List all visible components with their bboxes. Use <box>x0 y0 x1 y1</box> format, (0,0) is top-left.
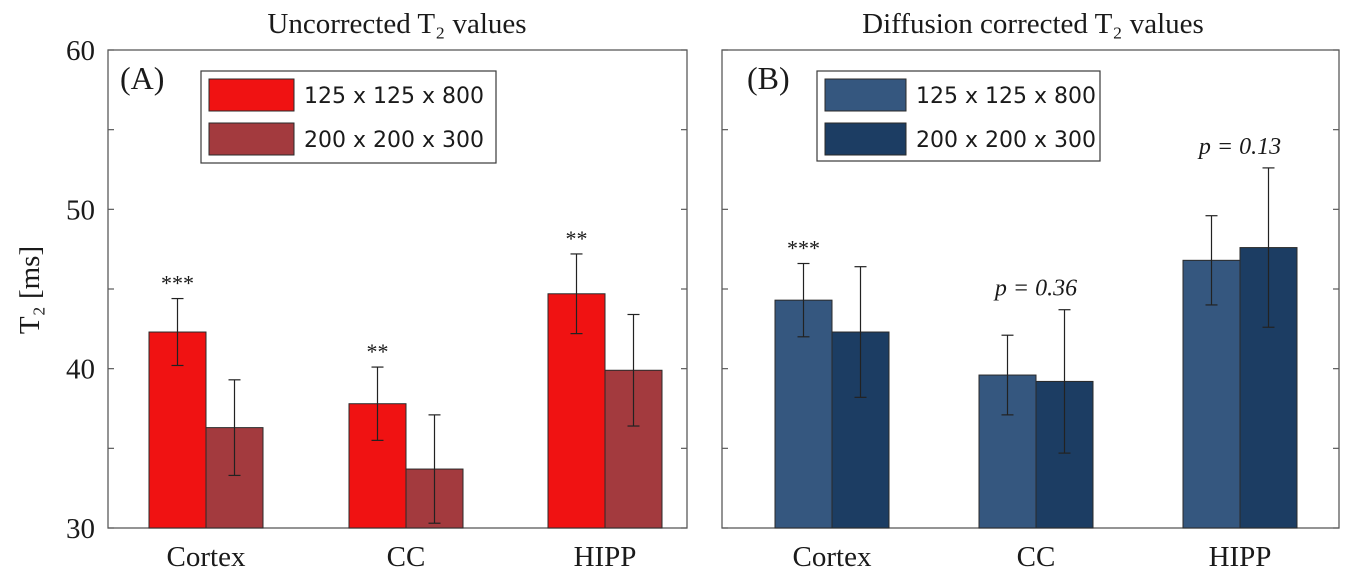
panel-b: Diffusion corrected T₂ values Cortex *** CC… <box>721 8 1340 573</box>
legend-label-series-1: 125 x 125 x 800 <box>916 84 1096 109</box>
bar-cortex-series-1 <box>774 299 833 529</box>
y-tick-label: 50 <box>66 194 95 226</box>
panel-label: (A) <box>120 60 164 96</box>
y-axis-label: T₂ [ms] <box>14 246 46 334</box>
chart-title: Uncorrected T₂ values <box>267 8 526 40</box>
legend-label-series-2: 200 x 200 x 300 <box>916 128 1096 153</box>
significance-annotation: ** <box>367 339 389 364</box>
y-tick-label: 30 <box>66 513 95 545</box>
legend-swatch-series-2 <box>824 122 907 156</box>
panel-label: (B) <box>747 60 790 96</box>
x-tick-label: CC <box>1017 541 1056 573</box>
x-tick-label: CC <box>387 541 426 573</box>
x-tick-label: HIPP <box>574 541 637 573</box>
chart-title: Diffusion corrected T₂ values <box>862 8 1204 40</box>
y-tick-label: 60 <box>66 35 95 67</box>
legend-swatch-series-2 <box>208 122 295 156</box>
x-tick-label: Cortex <box>793 541 872 573</box>
panel-a: Uncorrected T₂ values 30 40 50 60 T₂ [ms] Cort… <box>14 8 688 573</box>
x-tick-label: HIPP <box>1209 541 1272 573</box>
significance-annotation: *** <box>787 236 820 261</box>
legend-label-series-2: 200 x 200 x 300 <box>304 128 484 153</box>
p-value-annotation: p = 0.13 <box>1197 134 1281 160</box>
x-tick-label: Cortex <box>167 541 246 573</box>
legend-label-series-1: 125 x 125 x 800 <box>304 84 484 109</box>
significance-annotation: *** <box>161 271 194 296</box>
p-value-annotation: p = 0.36 <box>993 276 1077 302</box>
significance-annotation: ** <box>566 226 588 251</box>
legend-swatch-series-1 <box>208 78 295 112</box>
y-tick-label: 40 <box>66 354 95 386</box>
legend-swatch-series-1 <box>824 78 907 112</box>
